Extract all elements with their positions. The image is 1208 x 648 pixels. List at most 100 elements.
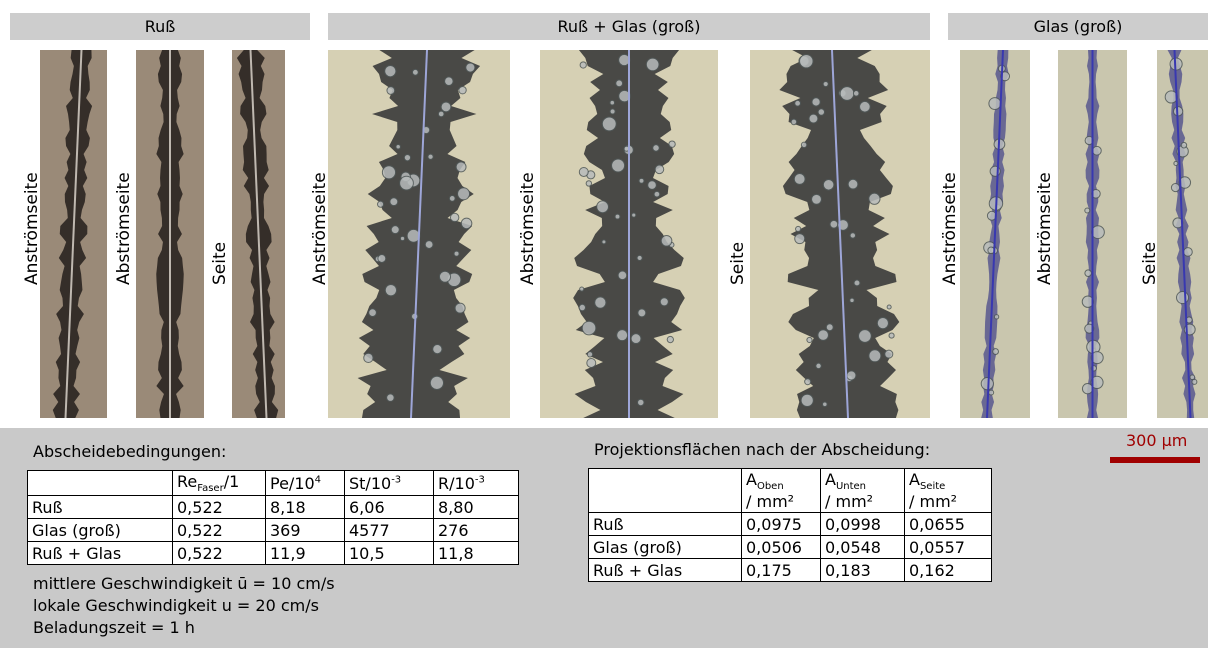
row-label: Glas (groß) <box>28 519 173 542</box>
particle <box>994 315 998 319</box>
header-text: St/10 <box>349 474 391 493</box>
particle <box>1174 161 1178 165</box>
particle <box>612 159 625 172</box>
particle <box>631 334 641 344</box>
particle <box>826 324 833 331</box>
particle <box>885 350 893 358</box>
table-title: Projektionsflächen nach der Abscheidung: <box>594 440 930 459</box>
particle <box>404 154 410 160</box>
value-cell: 0,0998 <box>821 513 905 536</box>
particle <box>459 86 466 93</box>
header-cell: Pe/104 <box>266 471 345 496</box>
value-cell: 0,522 <box>173 496 266 519</box>
particle <box>877 318 888 329</box>
table-row: Ruß0,09750,09980,0655 <box>589 513 992 536</box>
particle <box>989 98 1001 110</box>
table-row: Ruß + Glas0,52211,910,511,8 <box>28 542 519 565</box>
particle <box>439 271 450 282</box>
particle <box>445 77 454 86</box>
particle <box>586 181 591 186</box>
particle <box>616 80 623 87</box>
particle <box>449 195 455 201</box>
particle <box>638 399 644 405</box>
particle <box>391 226 399 234</box>
header-text: A <box>825 470 836 489</box>
particle <box>816 363 821 368</box>
particle <box>1171 183 1179 191</box>
particle <box>1085 270 1092 277</box>
value-cell: 8,80 <box>434 496 519 519</box>
particle <box>385 284 396 295</box>
particle <box>823 402 828 407</box>
header-sup: -3 <box>475 474 485 485</box>
particle <box>848 179 858 189</box>
particle <box>655 165 664 174</box>
particle <box>378 255 386 263</box>
value-cell: 0,175 <box>742 559 821 582</box>
header-sub: Unten <box>836 481 866 492</box>
particle <box>587 352 592 357</box>
particle <box>801 142 806 147</box>
particle <box>850 233 855 238</box>
particle <box>425 241 433 249</box>
particle <box>818 109 825 116</box>
particle <box>610 109 615 114</box>
particle <box>887 305 891 309</box>
image-label: Abströmseite <box>114 172 134 285</box>
particle <box>632 213 636 217</box>
particle <box>667 336 673 342</box>
scale-bar-label: 300 µm <box>1126 431 1187 450</box>
particle <box>648 181 657 190</box>
particle <box>582 321 596 335</box>
image-label: Anströmseite <box>22 172 42 285</box>
value-cell: 0,522 <box>173 519 266 542</box>
row-label: Ruß + Glas <box>589 559 742 582</box>
particle <box>869 350 881 362</box>
header-text: A <box>909 470 920 489</box>
corner-cell <box>28 471 173 496</box>
page: 300 µmAbscheidebedingungen:ReFaser/1Pe/1… <box>0 0 1208 648</box>
particle <box>602 117 616 131</box>
header-row: AOben/ mm²AUnten/ mm²ASeite/ mm² <box>589 469 992 513</box>
note: lokale Geschwindigkeit u = 20 cm/s <box>33 596 319 615</box>
image-label: Anströmseite <box>310 172 330 285</box>
particle <box>615 214 620 219</box>
particle <box>823 180 834 191</box>
particle <box>458 188 470 200</box>
particle <box>859 330 872 343</box>
particle <box>396 145 401 150</box>
particle <box>794 174 805 185</box>
image-label: Seite <box>210 242 230 285</box>
header-cell: ASeite/ mm² <box>905 469 992 513</box>
row-label: Ruß <box>28 496 173 519</box>
particle <box>638 309 646 317</box>
group-header: Glas (groß) <box>948 13 1208 40</box>
image-label: Abströmseite <box>1035 172 1055 285</box>
particle <box>400 236 404 240</box>
particle <box>433 344 442 353</box>
particle <box>637 255 642 260</box>
value-cell: 11,9 <box>266 542 345 565</box>
header-sup: -3 <box>391 474 401 485</box>
particle <box>390 198 398 206</box>
particle <box>580 287 584 291</box>
note: Beladungszeit = 1 h <box>33 618 195 637</box>
header-text: /1 <box>224 472 240 491</box>
particle <box>1085 208 1090 213</box>
particle <box>809 114 818 123</box>
header-unit: / mm² <box>825 492 873 511</box>
header-cell: R/10-3 <box>434 471 519 496</box>
particle <box>660 298 668 306</box>
value-cell: 0,522 <box>173 542 266 565</box>
particle <box>455 303 465 313</box>
image-label: Seite <box>728 242 748 285</box>
particle <box>438 111 444 117</box>
value-cell: 6,06 <box>345 496 434 519</box>
header-sub: Seite <box>920 481 945 492</box>
note: mittlere Geschwindigkeit ū = 10 cm/s <box>33 574 335 593</box>
